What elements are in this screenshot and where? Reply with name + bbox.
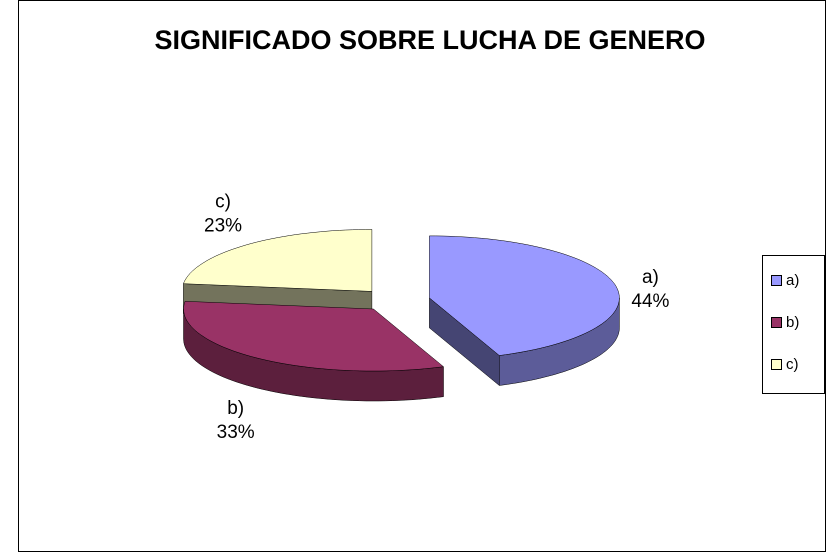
legend-swatch: [771, 359, 782, 370]
slice: [429, 235, 620, 356]
data-label-value: 44%: [631, 291, 669, 312]
data-label-category: a): [642, 267, 659, 288]
legend-label: a): [786, 272, 799, 289]
legend-label: c): [786, 356, 799, 373]
data-label-category: b): [227, 398, 244, 419]
legend-label: b): [786, 314, 799, 331]
legend-swatch: [771, 275, 782, 286]
chart-title: SIGNIFICADO SOBRE LUCHA DE GENERO: [154, 25, 705, 55]
slice: [183, 301, 445, 372]
legend-swatch: [771, 317, 782, 328]
data-label-value: 33%: [217, 422, 255, 443]
chart-frame: [18, 0, 826, 552]
data-label-value: 23%: [204, 216, 242, 237]
data-label-category: c): [215, 192, 231, 213]
slice: [183, 229, 373, 292]
